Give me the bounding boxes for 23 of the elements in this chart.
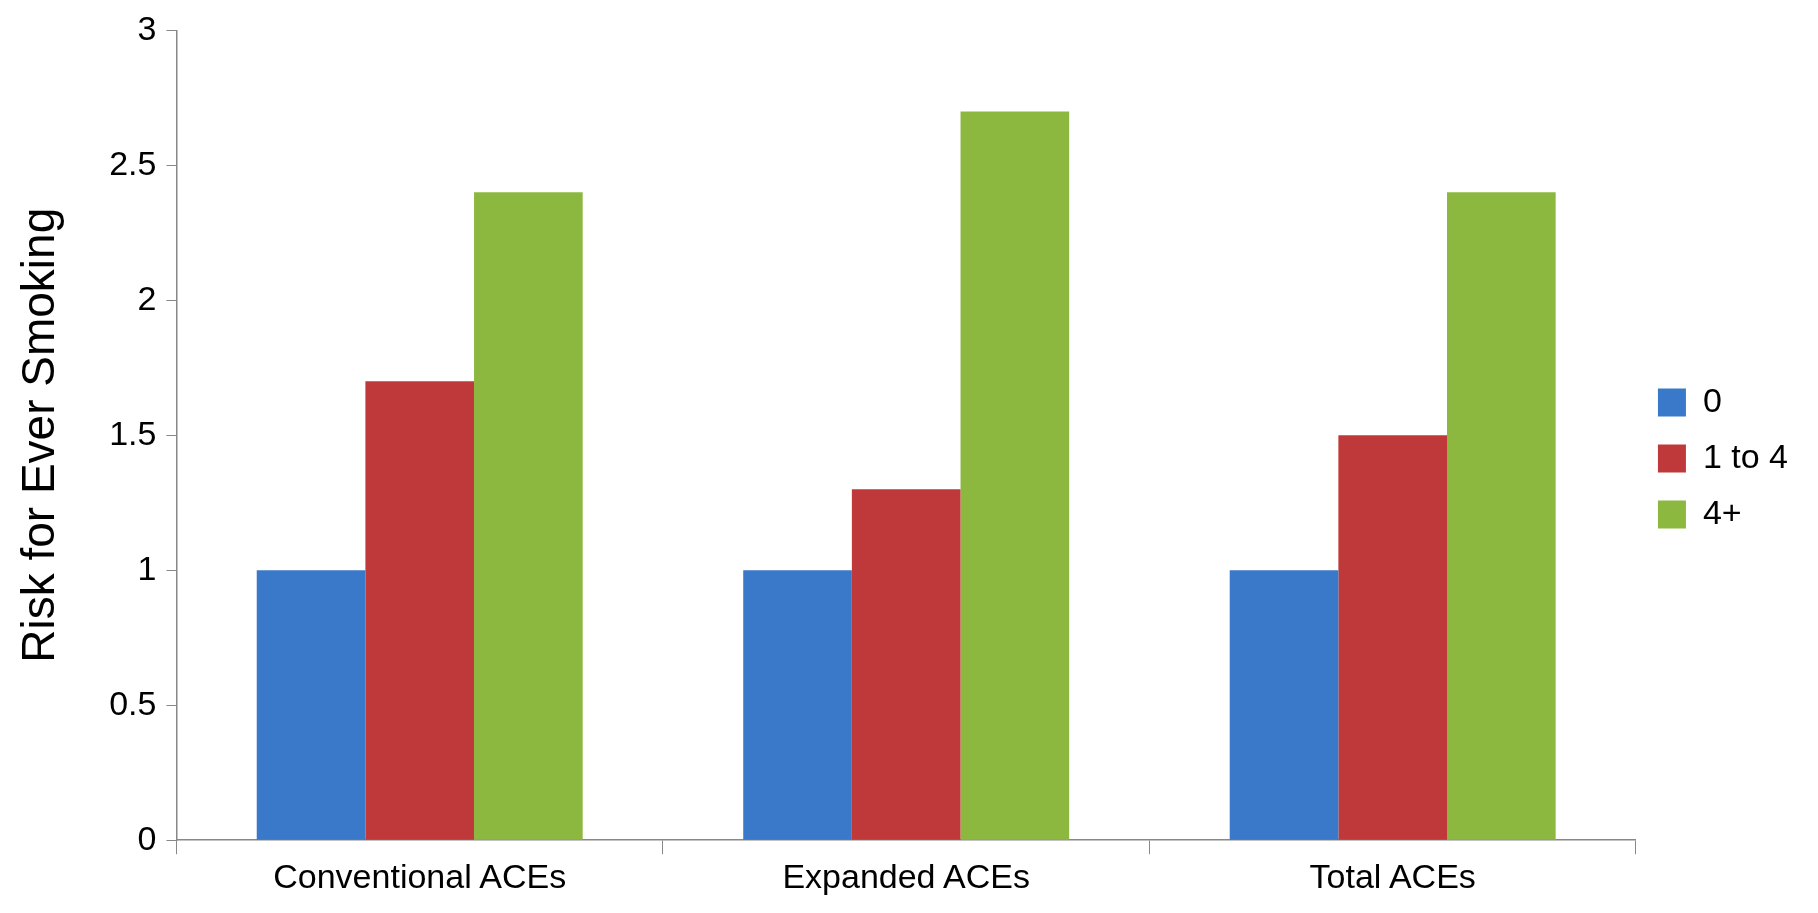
bar <box>256 570 366 840</box>
bar <box>743 570 852 840</box>
y-tick-label: 0 <box>137 818 157 857</box>
bar <box>365 381 475 840</box>
legend-label: 0 <box>1702 380 1722 419</box>
x-tick-label: Conventional ACEs <box>273 856 567 895</box>
legend-label: 4+ <box>1702 492 1742 531</box>
legend-label: 1 to 4 <box>1702 436 1789 475</box>
bar <box>1447 192 1556 840</box>
bar <box>851 489 961 840</box>
y-tick-label: 1 <box>137 548 157 587</box>
bar <box>474 192 583 840</box>
bar <box>1229 570 1339 840</box>
x-tick-label: Expanded ACEs <box>782 856 1031 895</box>
bar <box>1338 435 1448 840</box>
y-tick-label: 1.5 <box>109 413 157 452</box>
y-tick-label: 0.5 <box>109 683 157 722</box>
y-tick-label: 2 <box>137 278 157 317</box>
y-tick-label: 3 <box>137 8 157 47</box>
x-tick-label: Total ACEs <box>1309 856 1476 895</box>
y-tick-label: 2.5 <box>109 143 157 182</box>
y-axis-title: Risk for Ever Smoking <box>12 207 65 663</box>
bar <box>960 111 1070 840</box>
